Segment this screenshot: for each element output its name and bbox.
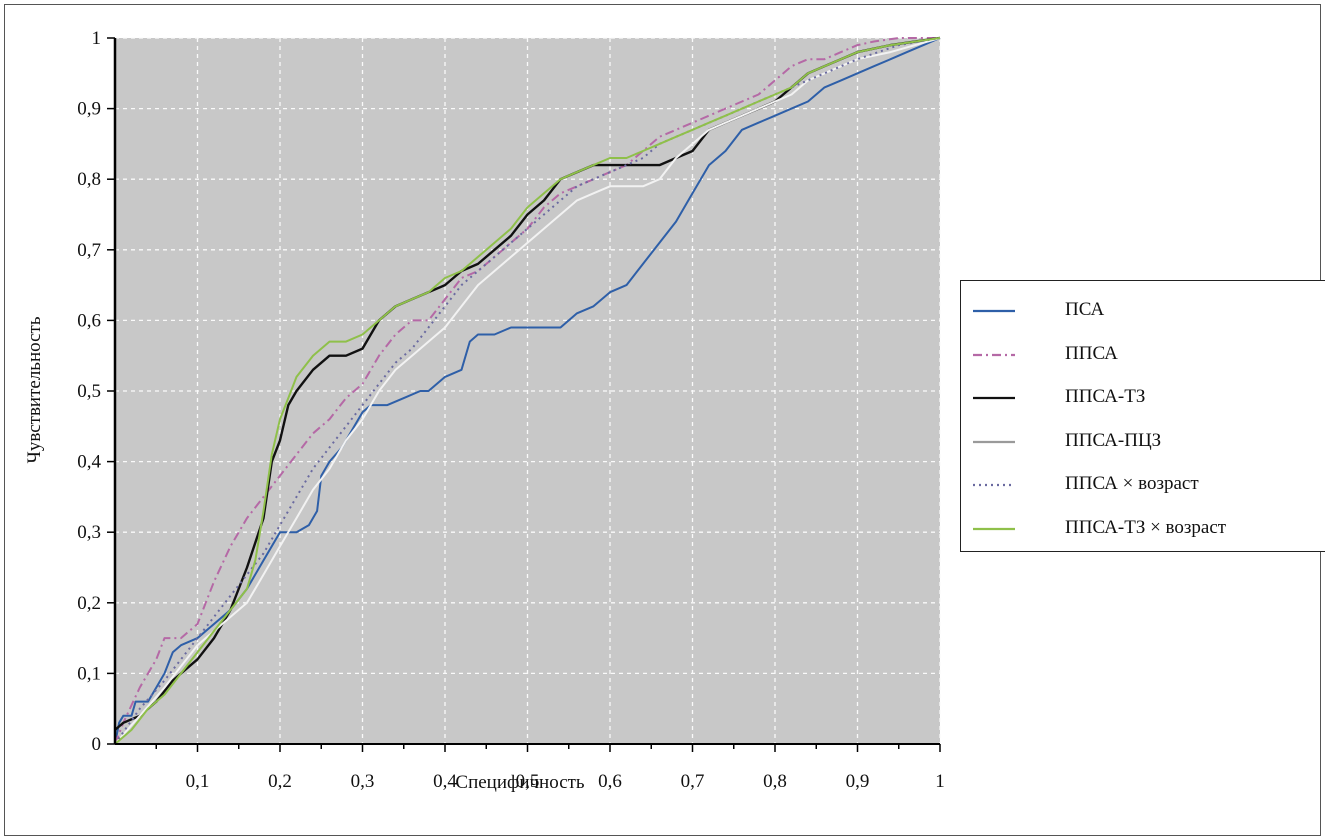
plot-area: 0 0,1 0,2 0,3 0,4 0,5 0,6 0,7 0,8 0,9 1 0,1 0,2 0,3 0,… xyxy=(77,28,945,792)
y-tick-label: 0,7 xyxy=(77,240,101,261)
y-tick-label: 0,5 xyxy=(77,381,101,402)
legend-label: ППСА-ТЗ xyxy=(1065,386,1146,407)
x-tick-label: 0,6 xyxy=(598,771,622,792)
x-tick-label: 0,3 xyxy=(351,771,375,792)
legend-label: ППСА-ПЦЗ xyxy=(1065,429,1162,451)
x-axis-label: Специфичность xyxy=(455,772,585,793)
y-axis-label: Чувствительность xyxy=(24,316,45,463)
legend-label: ППСА xyxy=(1065,342,1118,364)
y-tick-label: 0 xyxy=(92,734,102,755)
legend-swatch xyxy=(973,309,1015,313)
legend-item: ППСА-ТЗ × возраст xyxy=(961,507,1321,551)
legend-item: ППСА xyxy=(961,333,1321,377)
legend-item: ПСА xyxy=(961,289,1321,333)
y-tick-label: 0,8 xyxy=(77,169,101,190)
y-tick-label: 0,9 xyxy=(77,99,101,120)
legend-swatch xyxy=(973,353,1015,356)
x-tick-label: 0,7 xyxy=(681,771,705,792)
x-tick-label: 0,8 xyxy=(763,771,787,792)
legend-label: ПСА xyxy=(1065,299,1105,320)
legend-item: ППСА-ТЗ xyxy=(961,376,1321,420)
legend-item: ППСА × возраст xyxy=(961,463,1321,507)
legend-label: ППСА × возраст xyxy=(1065,473,1199,494)
legend-swatch xyxy=(973,440,1015,443)
series-line-5 xyxy=(114,37,941,745)
x-tick-label: 0,4 xyxy=(433,771,457,792)
x-tick-label: 1 xyxy=(935,771,945,792)
y-tick-label: 0,1 xyxy=(77,663,101,684)
legend-item: ППСА-ПЦЗ xyxy=(961,420,1321,464)
legend: ПСА ППСА ППСА-ТЗ ППСА-ПЦЗ ППСА × возраст ППСА… xyxy=(960,280,1325,552)
x-tick-label: 0,2 xyxy=(268,771,292,792)
x-tick-label: 0,1 xyxy=(186,771,210,792)
series-line-1 xyxy=(114,37,941,745)
legend-swatch xyxy=(973,396,1015,400)
y-tick-label: 0,2 xyxy=(77,593,101,614)
series-line-6 xyxy=(114,37,941,745)
y-tick-label: 1 xyxy=(92,28,102,49)
series-line-4 xyxy=(114,37,941,745)
y-tick-label: 0,3 xyxy=(77,522,101,543)
x-tick-label: 0,9 xyxy=(846,771,870,792)
y-tick-label: 0,6 xyxy=(77,310,101,331)
x-tick-label: 0,5 xyxy=(516,771,540,792)
legend-swatch xyxy=(973,483,1015,487)
legend-swatch xyxy=(973,527,1015,530)
y-tick-label: 0,4 xyxy=(77,452,101,473)
legend-label: ППСА-ТЗ × возраст xyxy=(1065,516,1227,538)
